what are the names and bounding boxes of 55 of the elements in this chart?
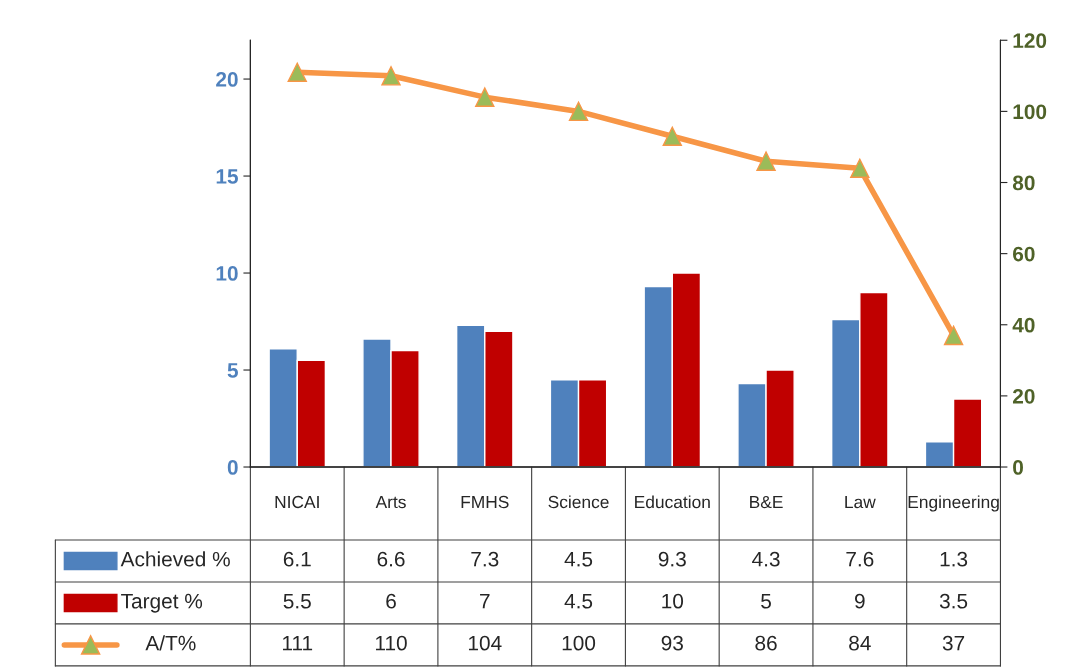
legend-label: A/T% (145, 635, 196, 651)
point (381, 66, 401, 86)
y-tick-label: 10 (216, 266, 238, 281)
data-label: 111 (283, 635, 313, 651)
x-tick-label: Law (845, 496, 876, 509)
data-label: 3.5 (939, 593, 968, 609)
y-tick-label: 5 (227, 363, 238, 378)
y-tick-label: 20 (216, 72, 238, 87)
data-label: 4.5 (564, 593, 593, 609)
y2-tick-label: 40 (1012, 317, 1035, 333)
data-label: 9 (855, 593, 865, 609)
point (568, 101, 589, 122)
point (850, 158, 870, 179)
point (943, 325, 964, 346)
x-tick-label: Arts (375, 496, 406, 509)
y2-tick-label: 120 (1013, 33, 1047, 49)
data-label: 10 (662, 593, 684, 609)
data-label: 84 (849, 635, 871, 651)
data-label: 93 (661, 635, 683, 651)
x-tick-label: Engineering (908, 495, 999, 512)
x-tick-label: Education (635, 495, 710, 509)
legend-label: Achieved % (120, 551, 230, 567)
data-label: 6 (386, 593, 396, 609)
data-label: 104 (468, 635, 502, 651)
y2-tick-label: 20 (1012, 388, 1035, 404)
x-tick-label: NICAI (275, 495, 319, 509)
data-label: 4.3 (752, 551, 780, 567)
legend-label: Target % (121, 593, 203, 613)
data-label: 4.5 (564, 552, 593, 567)
point (287, 62, 307, 82)
data-label: 7.6 (846, 551, 874, 567)
x-tick-label: FMHS (461, 495, 509, 509)
data-label: 5.5 (283, 593, 311, 609)
x-tick-label: Science (548, 495, 609, 509)
data-label: 110 (376, 635, 407, 651)
y-tick-label: 0 (227, 460, 238, 475)
point (756, 151, 776, 171)
data-label: 100 (562, 635, 596, 651)
data-label: 1.3 (940, 551, 968, 567)
data-label: 5 (761, 593, 771, 609)
data-label: 9.3 (658, 551, 686, 567)
data-label: 7.3 (471, 551, 499, 567)
y2-tick-label: 80 (1012, 175, 1035, 191)
y-tick-label: 15 (216, 169, 238, 184)
data-label: 6.6 (377, 551, 405, 567)
data-label: 6.1 (283, 551, 311, 567)
data-label: 37 (942, 635, 965, 651)
data-label: 7 (480, 593, 490, 609)
data-label: 86 (755, 635, 777, 651)
y2-tick-label: 100 (1013, 104, 1047, 120)
point (475, 87, 495, 107)
point (662, 126, 683, 147)
y2-tick-label: 0 (1013, 460, 1023, 475)
y2-tick-label: 60 (1013, 246, 1035, 262)
x-tick-label: B&E (750, 495, 783, 509)
